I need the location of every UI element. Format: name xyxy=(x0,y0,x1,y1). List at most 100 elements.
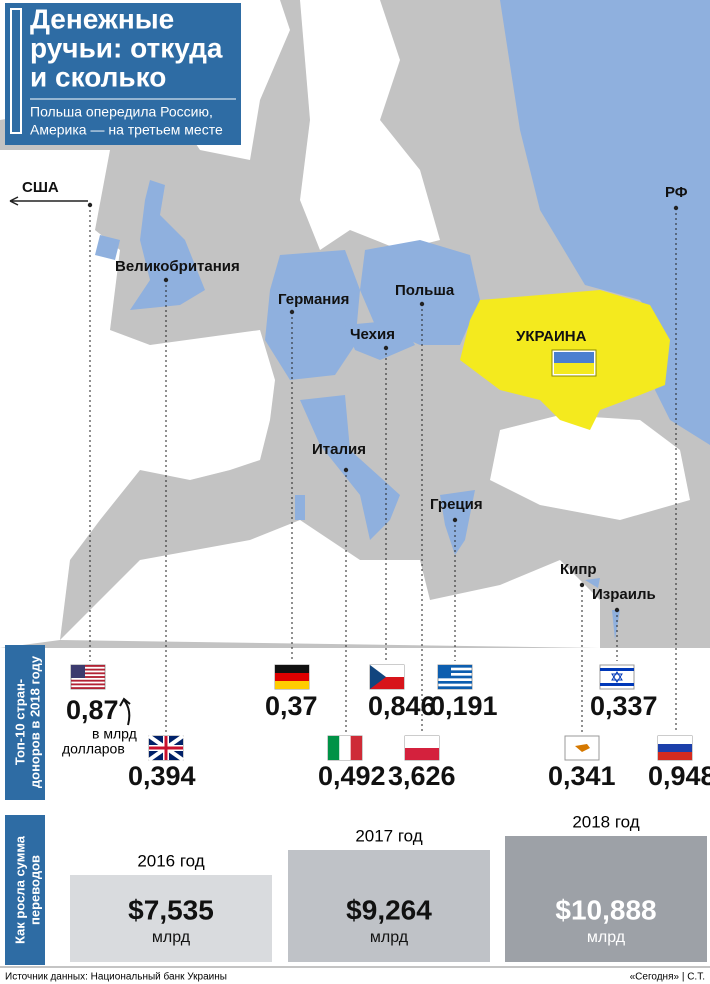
germany xyxy=(265,250,360,380)
year-box xyxy=(288,850,490,962)
title-box xyxy=(5,3,241,145)
country-label: Германия xyxy=(278,291,349,308)
flag-stripe xyxy=(339,736,351,760)
amount: $7,535 xyxy=(128,894,214,925)
italy xyxy=(295,395,400,540)
sea xyxy=(300,0,440,250)
israel xyxy=(612,610,620,640)
country-label: Израиль xyxy=(592,586,656,603)
flag-stripe xyxy=(600,668,634,671)
usa-arrow xyxy=(9,196,88,206)
donor-value: 0,87 xyxy=(66,695,119,725)
leader-dot xyxy=(163,277,169,283)
flag-stripe xyxy=(275,665,309,673)
leader-dot xyxy=(343,467,349,473)
year-label: 2017 год xyxy=(355,826,422,845)
flag-stripe xyxy=(328,736,340,760)
side-box xyxy=(5,645,45,800)
russia xyxy=(500,0,710,445)
country-label: РФ xyxy=(665,184,688,201)
flag-shape xyxy=(370,665,386,689)
flag-shape xyxy=(438,665,451,678)
flag-stripe xyxy=(438,686,472,689)
donor-value: 0,846 xyxy=(368,691,436,721)
flag-stripe xyxy=(71,687,105,689)
donor-value: 3,626 xyxy=(388,761,456,791)
leader-dot xyxy=(673,205,679,211)
flag-stripe xyxy=(405,748,439,760)
flag-shape xyxy=(149,736,183,760)
flag-stripe xyxy=(554,352,594,363)
flag-stripe xyxy=(600,683,634,686)
side-title: доноров в 2018 году xyxy=(27,655,42,788)
flag-stripe xyxy=(71,683,105,686)
donor-value: 0,394 xyxy=(128,761,196,791)
flag-stripe xyxy=(71,668,105,671)
leader-dot xyxy=(383,345,389,351)
flag-stripe xyxy=(438,675,472,679)
subtitle: Америка — на третьем месте xyxy=(30,122,223,138)
flag-stripe xyxy=(275,681,309,689)
amount: $10,888 xyxy=(555,894,656,925)
side-title: Топ-10 стран- xyxy=(12,679,27,765)
uk xyxy=(95,180,205,310)
ukraine-label: УКРАИНА xyxy=(516,328,587,345)
flag-stripe xyxy=(554,363,594,374)
side-title: Как росла сумма xyxy=(12,835,27,944)
amount-unit: млрд xyxy=(370,929,409,946)
year-box xyxy=(505,836,707,962)
country-label: Польша xyxy=(395,282,455,299)
flag-stripe xyxy=(658,736,692,744)
country-label: Кипр xyxy=(560,561,597,578)
source: Источник данных: Национальный банк Украи… xyxy=(5,971,227,983)
leader-dot xyxy=(579,582,585,588)
year-label: 2018 год xyxy=(572,812,639,831)
flag-shape xyxy=(71,665,85,678)
sea xyxy=(0,150,275,648)
flag-stripe xyxy=(71,665,105,667)
donor-value: 0,492 xyxy=(318,761,386,791)
subtitle: Польша опередила Россию, xyxy=(30,104,213,120)
sea xyxy=(60,520,600,648)
flag-stripe xyxy=(71,679,105,682)
leader-dot xyxy=(87,202,93,208)
unit-note: долларов xyxy=(62,741,125,757)
amount: $9,264 xyxy=(346,894,432,925)
flag-stripe xyxy=(71,672,105,675)
title: ручьи: откуда xyxy=(30,32,223,63)
cyprus xyxy=(585,578,600,588)
flag-shape xyxy=(611,671,623,683)
leader-dot xyxy=(614,607,620,613)
donor-value: 0,37 xyxy=(265,691,318,721)
unit-note: в млрд xyxy=(92,726,137,742)
country-label: Великобритания xyxy=(115,258,240,275)
flag-stripe xyxy=(438,681,472,684)
poland xyxy=(360,240,480,345)
note-arrow xyxy=(119,697,131,726)
country-label: Италия xyxy=(312,441,366,458)
flag-shape xyxy=(575,744,590,752)
amount-unit: млрд xyxy=(152,929,191,946)
country-label: США xyxy=(22,179,59,196)
title: Денежные xyxy=(30,3,174,34)
flag-stripe xyxy=(438,665,472,668)
flag-stripe xyxy=(658,752,692,760)
flag-stripe xyxy=(405,736,439,748)
title-decor xyxy=(10,8,22,134)
flag-stripe xyxy=(275,673,309,681)
year-label: 2016 год xyxy=(137,851,204,870)
flag-stripe xyxy=(438,670,472,673)
leader-dot xyxy=(452,517,458,523)
donor-value: 0,341 xyxy=(548,761,616,791)
donor-value: 0,191 xyxy=(430,691,498,721)
side-title: переводов xyxy=(27,855,42,925)
country-label: Греция xyxy=(430,496,483,513)
leader-dot xyxy=(419,301,425,307)
leader-dot xyxy=(289,309,295,315)
side-box xyxy=(5,815,45,965)
flag-stripe xyxy=(350,736,362,760)
amount-unit: млрд xyxy=(587,929,626,946)
year-box xyxy=(70,875,272,962)
